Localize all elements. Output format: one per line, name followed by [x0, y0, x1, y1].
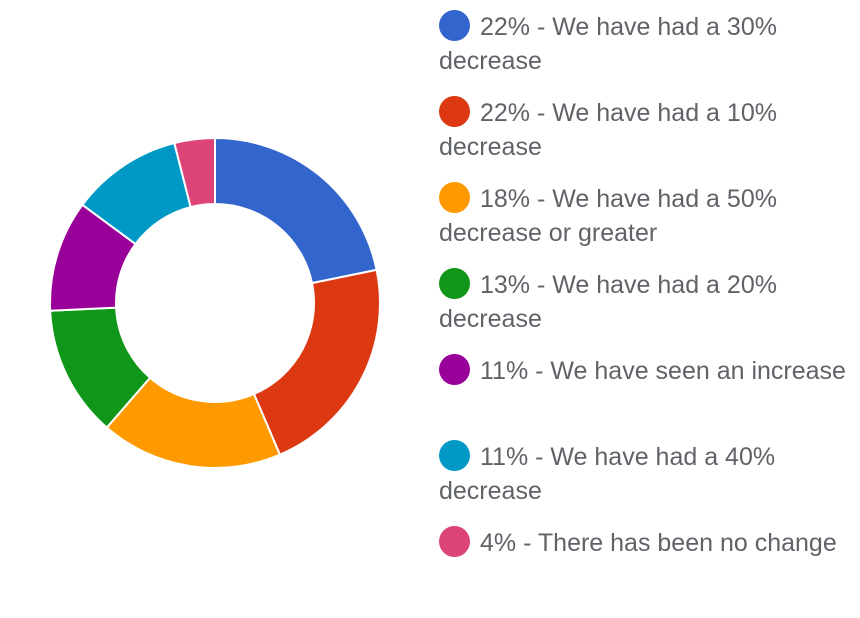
donut-slice-1[interactable]	[214, 137, 378, 285]
legend-label: 13% - We have had a 20% decrease	[439, 271, 777, 333]
legend-label: 18% - We have had a 50% decrease or grea…	[439, 185, 777, 247]
donut-slice-7[interactable]	[173, 137, 216, 209]
legend-color-dot	[439, 526, 470, 557]
legend-item[interactable]: 4% - There has been no change	[439, 526, 849, 612]
legend-item[interactable]: 11% - We have had a 40% decrease	[439, 440, 849, 526]
legend-color-dot	[439, 354, 470, 385]
legend-color-dot	[439, 440, 470, 471]
legend-item[interactable]: 22% - We have had a 10% decrease	[439, 96, 849, 182]
legend-color-dot	[439, 268, 470, 299]
legend-item[interactable]: 18% - We have had a 50% decrease or grea…	[439, 182, 849, 268]
donut-chart	[49, 137, 381, 469]
legend-label: 11% - We have had a 40% decrease	[439, 443, 776, 505]
legend-color-dot	[439, 182, 470, 213]
chart-legend: 22% - We have had a 30% decrease 22% - We…	[439, 10, 849, 612]
legend-item[interactable]: 22% - We have had a 30% decrease	[439, 10, 849, 96]
legend-label: 11% - We have seen an increase	[480, 357, 846, 385]
legend-color-dot	[439, 96, 470, 127]
legend-item[interactable]: 13% - We have had a 20% decrease	[439, 268, 849, 354]
legend-label: 4% - There has been no change	[480, 529, 837, 557]
legend-item[interactable]: 11% - We have seen an increase	[439, 354, 849, 440]
legend-label: 22% - We have had a 10% decrease	[439, 99, 777, 161]
donut-slice-2[interactable]	[252, 268, 381, 456]
legend-color-dot	[439, 10, 470, 41]
legend-label: 22% - We have had a 30% decrease	[439, 13, 777, 75]
